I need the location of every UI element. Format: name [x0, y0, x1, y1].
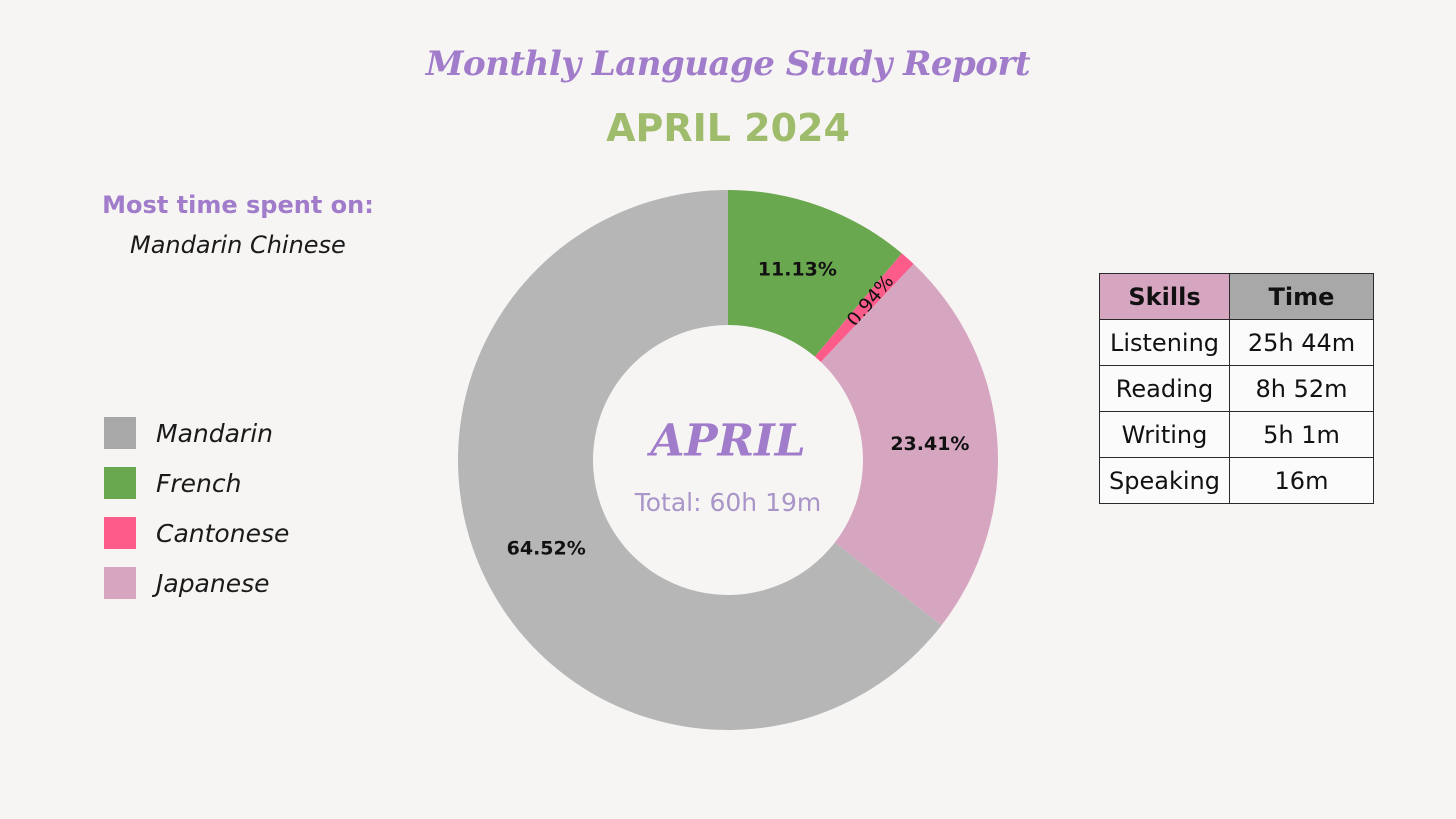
legend-swatch-cantonese	[104, 517, 136, 549]
donut-center-title: APRIL	[646, 416, 805, 467]
data-label-japanese: 23.41%	[890, 433, 969, 455]
legend-label-cantonese: Cantonese	[156, 518, 290, 548]
report-month: APRIL 2024	[606, 106, 850, 150]
table-cell-skill: Listening	[1099, 319, 1230, 366]
table-cell-time: 16m	[1229, 457, 1374, 504]
data-label-french: 11.13%	[758, 258, 837, 280]
most-time-label: Most time spent on:	[102, 191, 374, 219]
chart-legend: Mandarin French Cantonese Japanese	[104, 408, 289, 608]
donut-slice-cantonese	[814, 253, 914, 362]
data-label-mandarin: 64.52%	[507, 538, 586, 560]
table-cell-skill: Reading	[1099, 365, 1230, 412]
legend-item-mandarin: Mandarin	[104, 408, 289, 458]
donut-center-total: Total: 60h 19m	[634, 488, 822, 517]
table-row: Reading 8h 52m	[1099, 365, 1374, 412]
table-row: Speaking 16m	[1099, 457, 1374, 504]
legend-label-french: French	[156, 468, 242, 498]
legend-item-french: French	[104, 458, 289, 508]
legend-label-mandarin: Mandarin	[156, 418, 273, 448]
table-header-skills: Skills	[1099, 273, 1230, 320]
table-row: Listening 25h 44m	[1099, 319, 1374, 366]
table-cell-skill: Writing	[1099, 411, 1230, 458]
table-cell-time: 8h 52m	[1229, 365, 1374, 412]
legend-item-japanese: Japanese	[104, 558, 289, 608]
legend-swatch-japanese	[104, 567, 136, 599]
donut-slice-japanese	[820, 263, 998, 626]
table-cell-skill: Speaking	[1099, 457, 1230, 504]
legend-label-japanese: Japanese	[156, 568, 270, 598]
table-row: Writing 5h 1m	[1099, 411, 1374, 458]
table-cell-time: 25h 44m	[1229, 319, 1374, 366]
donut-slice-french	[728, 190, 902, 357]
table-cell-time: 5h 1m	[1229, 411, 1374, 458]
skills-table: Skills Time Listening 25h 44m Reading 8h…	[1099, 273, 1374, 504]
donut-slice-mandarin	[457, 190, 942, 730]
legend-swatch-mandarin	[104, 417, 136, 449]
table-header-row: Skills Time	[1099, 273, 1374, 320]
legend-item-cantonese: Cantonese	[104, 508, 289, 558]
most-time-value: Mandarin Chinese	[130, 231, 346, 259]
report-title: Monthly Language Study Report	[425, 44, 1031, 84]
table-header-time: Time	[1229, 273, 1374, 320]
legend-swatch-french	[104, 467, 136, 499]
